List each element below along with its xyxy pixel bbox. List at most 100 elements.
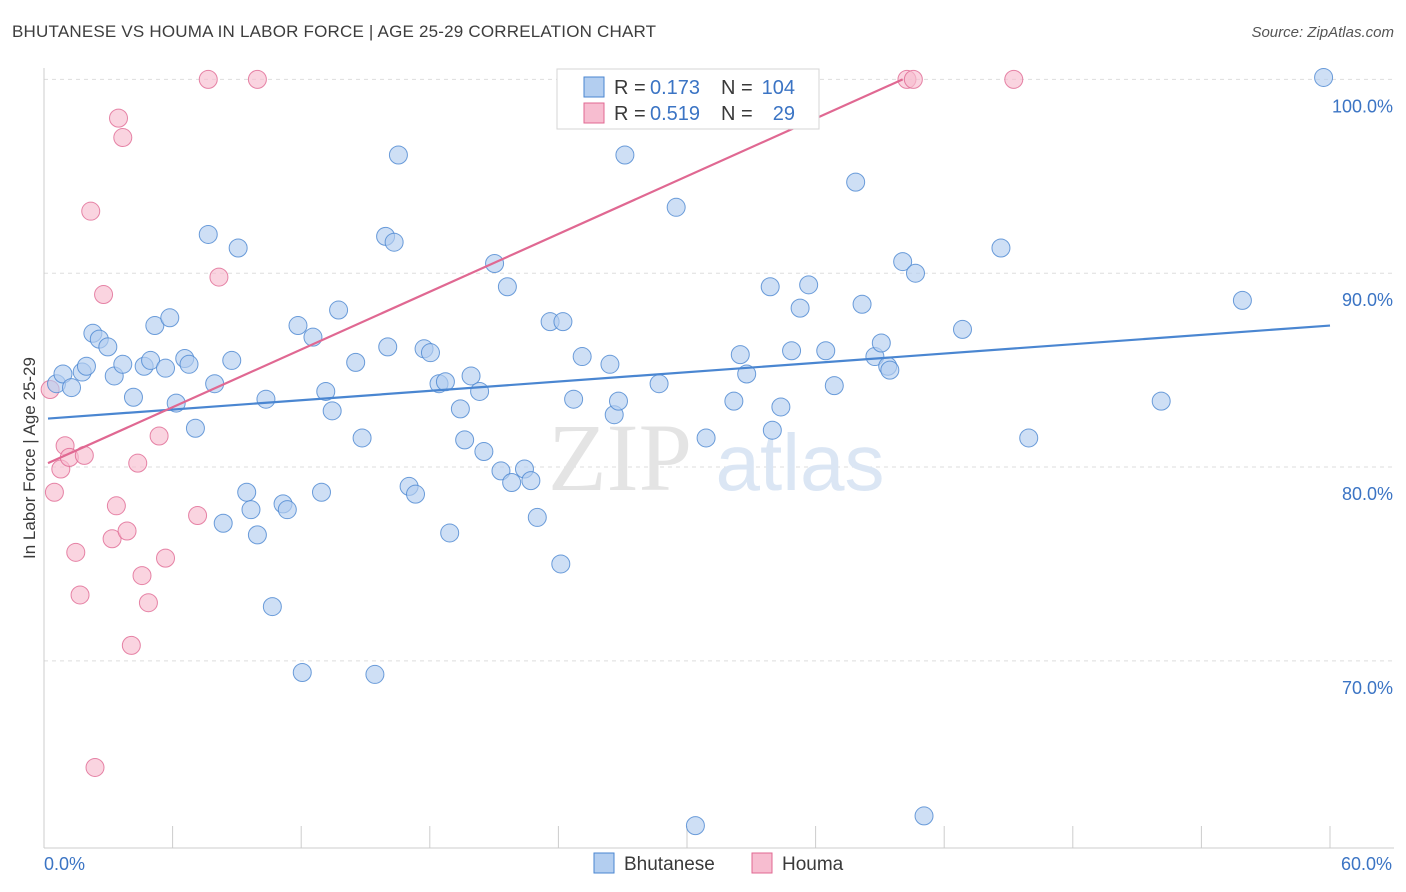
x-tick-label-min: 0.0% [44,854,85,874]
bhutanese-point [322,401,342,421]
bhutanese-point [816,341,836,361]
houma-point [44,482,64,502]
bhutanese-point [771,397,791,417]
houma-point [109,108,129,128]
bhutanese-point [551,554,571,574]
houma-point [247,69,267,89]
bhutanese-point [420,343,440,363]
bhutanese-point [572,347,592,367]
bhutanese-point [228,238,248,258]
bhutanese-point [378,337,398,357]
bhutanese-point [247,525,267,545]
houma-point [156,548,176,568]
bhutanese-point [435,372,455,392]
bhutanese-point [474,442,494,462]
legend-n-label-1: N = [721,77,753,99]
bhutanese-point [98,337,118,357]
bottom-legend-swatch-bhutanese [593,852,615,874]
bottom-legend-swatch-houma [751,852,773,874]
bhutanese-point [455,430,475,450]
bhutanese-point [846,172,866,192]
bhutanese-point [760,277,780,297]
bhutanese-point [179,354,199,374]
bhutanese-point [724,391,744,411]
bhutanese-point [564,389,584,409]
bhutanese-point [237,482,257,502]
bhutanese-point [1019,428,1039,448]
bhutanese-point [880,360,900,380]
bhutanese-point [384,232,404,252]
bhutanese-point [608,391,628,411]
legend-n-value-1: 104 [762,77,795,99]
bhutanese-point [502,473,522,493]
bhutanese-point [256,389,276,409]
houma-point [106,496,126,516]
bhutanese-point [600,354,620,374]
bhutanese-point [470,381,490,401]
y-axis-label: In Labor Force | Age 25-29 [20,357,39,559]
bhutanese-point [914,806,934,826]
bhutanese-point [53,364,73,384]
bhutanese-point [288,316,308,336]
houma-point [209,267,229,287]
bhutanese-point [762,420,782,440]
chart-source: Source: ZipAtlas.com [1251,24,1394,41]
y-tick-label: 100.0% [1332,96,1393,116]
legend-n-value-2: 29 [773,103,795,125]
bhutanese-point [685,816,705,836]
bhutanese-point [123,387,143,407]
y-tick-label: 90.0% [1342,290,1393,310]
bhutanese-point [852,294,872,314]
houma-point [70,585,90,605]
bottom-legend-bhutanese: Bhutanese [624,854,715,875]
legend-r-value-2: 0.519 [650,103,700,125]
houma-point [121,635,141,655]
legend-r-label-1: R = [614,77,646,99]
bhutanese-point [277,500,297,520]
bhutanese-point [527,507,547,527]
bhutanese-point [521,471,541,491]
watermark-atlas: atlas [716,418,885,507]
bhutanese-point [222,350,242,370]
bhutanese-point [893,252,913,272]
legend-r-value-1: 0.173 [650,77,700,99]
y-tick-labels: 100.0% 90.0% 80.0% 70.0% [1332,96,1393,697]
bhutanese-point [696,428,716,448]
houma-point [94,285,114,305]
bhutanese-point [145,316,165,336]
bhutanese-point [553,312,573,332]
legend-swatch-bhutanese [583,76,605,98]
bhutanese-point [871,333,891,353]
houma-point [117,521,137,541]
bhutanese-point [905,263,925,283]
bhutanese-point [730,345,750,365]
x-axis-ticks [43,826,1331,848]
bhutanese-point [406,484,426,504]
bhutanese-trend-line [47,324,1331,420]
y-tick-label: 80.0% [1342,484,1393,504]
houma-point [85,757,105,777]
houma-point [138,593,158,613]
bottom-legend-houma: Houma [782,854,844,875]
legend-swatch-houma [583,102,605,124]
houma-point [149,426,169,446]
houma-point [66,542,86,562]
bhutanese-point [737,364,757,384]
bhutanese-point [388,145,408,165]
bhutanese-point [365,664,385,684]
houma-point [113,128,133,148]
bhutanese-points [47,67,1334,836]
bottom-legend: Bhutanese Houma [593,852,844,875]
bhutanese-point [782,341,802,361]
chart-title: BHUTANESE VS HOUMA IN LABOR FORCE | AGE … [12,22,657,41]
bhutanese-point [160,308,180,328]
x-tick-label-max: 60.0% [1341,854,1392,874]
legend-n-label-2: N = [721,103,753,125]
bhutanese-point [1151,391,1171,411]
bhutanese-point [440,523,460,543]
bhutanese-point [156,358,176,378]
bhutanese-point [1314,67,1334,87]
bhutanese-point [649,374,669,394]
bhutanese-point [1232,290,1252,310]
